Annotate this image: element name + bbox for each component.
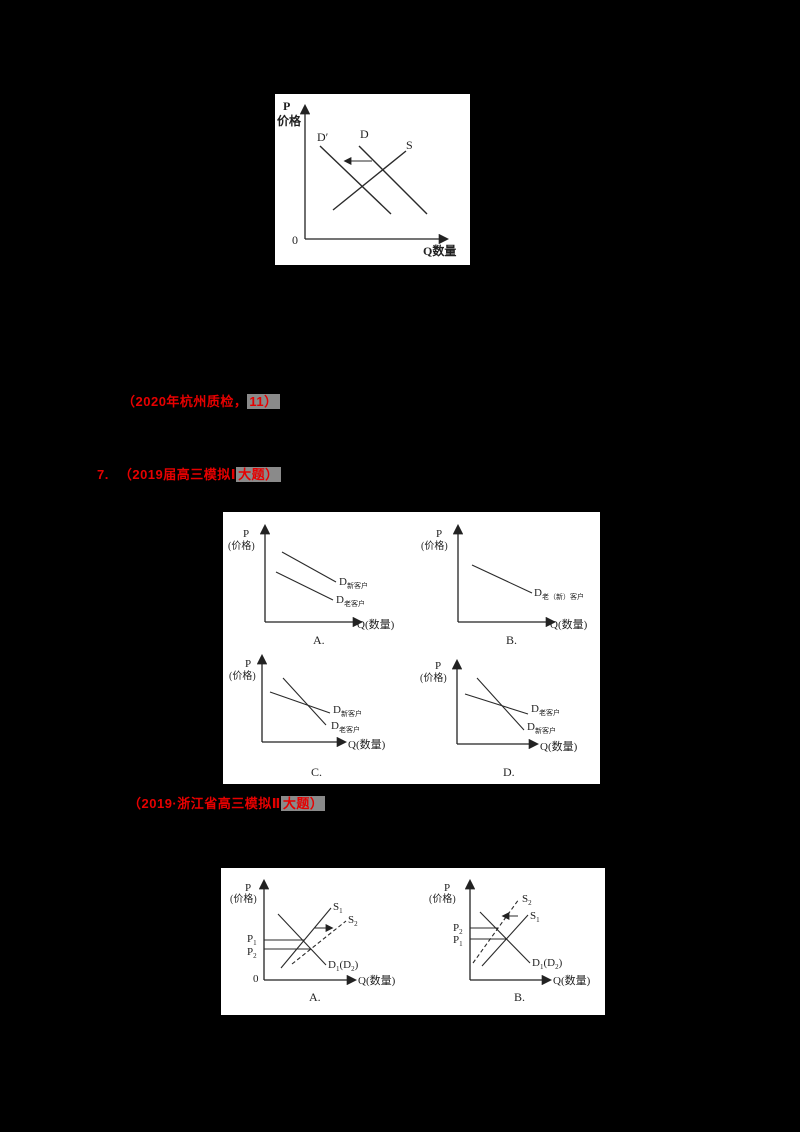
s2-label: S2 xyxy=(522,893,532,907)
fig3-option-b: P (价格) Q(数量) S2 S1 P2 P1 D1(D2) B. xyxy=(429,878,591,1004)
price-axis-label: (价格) xyxy=(420,671,447,684)
price-axis-label: (价格) xyxy=(228,539,255,552)
fig2-option-c: P (价格) Q(数量) D新客户 D老客户 C. xyxy=(229,653,386,779)
option-d-caption: D. xyxy=(503,765,515,779)
fig2-option-d: P (价格) Q(数量) D老客户 D新客户 D. xyxy=(420,658,578,779)
origin-label: 0 xyxy=(253,973,259,985)
price-axis-label: 价格 xyxy=(277,113,302,128)
p-axis-label: P xyxy=(435,660,441,672)
q-axis-label: Q(数量) xyxy=(540,740,578,753)
demand-curve-old xyxy=(275,571,334,601)
origin-label: 0 xyxy=(292,233,298,247)
figure1-chart: P 价格 0 Q数量 D′ D S xyxy=(277,99,456,258)
option-b-caption: B. xyxy=(506,633,517,647)
demand-label-new: D新客户 xyxy=(333,704,362,718)
figure3-chart: P (价格) 0 Q(数量) S1 S2 P1 P2 D1(D2) A. P (… xyxy=(230,878,591,1004)
s1-label: S1 xyxy=(333,901,343,915)
fig3-option-a: P (价格) 0 Q(数量) S1 S2 P1 P2 D1(D2) A. xyxy=(230,878,396,1004)
demand-curve xyxy=(479,911,531,964)
demand-curve-flat xyxy=(269,691,331,714)
question-citation-text: （2019届高三模拟Ⅰ xyxy=(118,467,237,482)
figure2-chart: P (价格) Q(数量) D新客户 D老客户 A. P (价格) Q(数量) D… xyxy=(228,523,588,779)
demand-label: D1(D2) xyxy=(328,959,359,973)
citation-top-text: （2020年杭州质检， xyxy=(122,394,248,409)
demand-label-old: D老客户 xyxy=(331,720,360,734)
p-axis-label: P xyxy=(243,528,249,540)
option-b-caption: B. xyxy=(514,990,525,1004)
price-axis-label: (价格) xyxy=(229,669,256,682)
demand-label-old-new: D老（新）客户 xyxy=(534,587,584,601)
demand-label: D1(D2) xyxy=(532,957,563,971)
citation-top-highlight: 11） xyxy=(247,394,280,409)
option-c-caption: C. xyxy=(311,765,322,779)
price-axis-label: (价格) xyxy=(429,892,456,905)
supply-curve-s2-dashed xyxy=(291,920,347,965)
demand-label-new: D新客户 xyxy=(339,576,368,590)
demand-label-new: D新客户 xyxy=(527,721,556,735)
q-axis-label: Q数量 xyxy=(423,243,456,258)
fig2-option-a: P (价格) Q(数量) D新客户 D老客户 A. xyxy=(228,523,395,647)
p-axis-label: P xyxy=(245,882,251,894)
demand-curve xyxy=(471,564,533,594)
demand-curve-flat xyxy=(464,693,529,715)
supply-curve xyxy=(332,150,407,211)
supply-curve-s1 xyxy=(280,907,332,969)
demand-label-old: D老客户 xyxy=(336,594,365,608)
p-axis-label: P xyxy=(436,528,442,540)
demand-curve xyxy=(277,913,327,966)
demand-shifted-label: D′ xyxy=(317,130,329,144)
s2-label: S2 xyxy=(348,914,358,928)
citation-bottom: （2019·浙江省高三模拟Ⅱ 大题） xyxy=(128,793,326,812)
p1-label: P1 xyxy=(453,934,463,948)
question-number: 7. xyxy=(97,467,109,482)
figure1-panel: P 价格 0 Q数量 D′ D S xyxy=(275,94,470,265)
demand-curve-new xyxy=(281,551,337,583)
p-axis-label: P xyxy=(444,882,450,894)
q-axis-label: Q(数量) xyxy=(358,974,396,987)
price-axis-label: (价格) xyxy=(421,539,448,552)
demand-curve-steep xyxy=(282,677,327,726)
p-axis-label: P xyxy=(283,99,290,113)
demand-curve-shifted xyxy=(319,145,392,215)
fig2-option-b: P (价格) Q(数量) D老（新）客户 B. xyxy=(421,523,588,647)
demand-label: D xyxy=(360,127,369,141)
demand-label-old: D老客户 xyxy=(531,703,560,717)
figure2-panel: P (价格) Q(数量) D新客户 D老客户 A. P (价格) Q(数量) D… xyxy=(223,512,600,784)
q-axis-label: Q(数量) xyxy=(553,974,591,987)
price-axis-label: (价格) xyxy=(230,892,257,905)
q-axis-label: Q(数量) xyxy=(357,618,395,631)
option-a-caption: A. xyxy=(313,633,325,647)
p-axis-label: P xyxy=(245,658,251,670)
s1-label: S1 xyxy=(530,910,540,924)
demand-curve-steep xyxy=(476,677,525,731)
p2-label: P2 xyxy=(247,946,257,960)
figure3-panel: P (价格) 0 Q(数量) S1 S2 P1 P2 D1(D2) A. P (… xyxy=(221,868,605,1015)
supply-curve-s1 xyxy=(481,914,529,967)
question-citation-highlight: 大题） xyxy=(236,467,281,482)
citation-top: （2020年杭州质检， 11） xyxy=(122,391,280,410)
demand-curve xyxy=(358,145,428,215)
p2-label: P2 xyxy=(453,922,463,936)
p1-label: P1 xyxy=(247,933,257,947)
option-a-caption: A. xyxy=(309,990,321,1004)
supply-label: S xyxy=(406,138,413,152)
q-axis-label: Q(数量) xyxy=(348,738,386,751)
supply-curve-s2-dashed xyxy=(472,898,520,964)
q-axis-label: Q(数量) xyxy=(550,618,588,631)
citation-bottom-highlight: 大题） xyxy=(280,796,326,811)
citation-bottom-text: （2019·浙江省高三模拟Ⅱ xyxy=(128,796,281,811)
question-7-line: 7. （2019届高三模拟Ⅰ 大题） xyxy=(97,464,281,483)
